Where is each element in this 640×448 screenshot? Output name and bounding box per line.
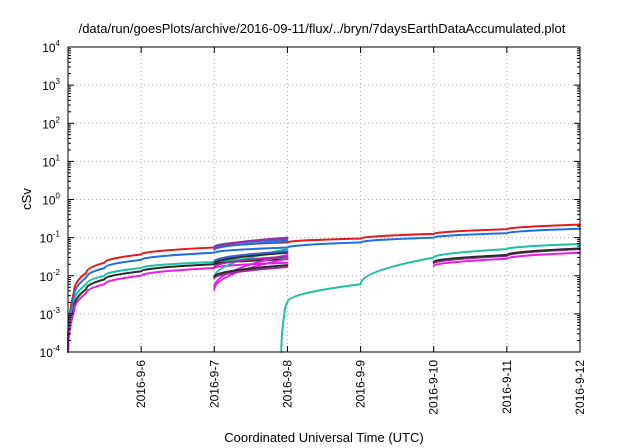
series-line-12: [213, 257, 289, 291]
x-tick-label: 2016-9-8: [280, 360, 294, 408]
series-line-9: [213, 236, 289, 250]
y-tick-label: 100: [42, 192, 60, 208]
y-tick-label: 10-3: [40, 306, 61, 322]
x-tick-label: 2016-9-6: [134, 360, 148, 408]
y-axis-label: cSv: [19, 188, 34, 210]
y-tick-label: 104: [42, 39, 60, 55]
series-line-15: [213, 255, 289, 268]
series-line-2: [67, 227, 581, 347]
x-tick-label: 2016-9-12: [573, 360, 587, 415]
y-tick-label: 102: [42, 115, 60, 131]
x-axis: 2016-9-6 2016-9-7 2016-9-8 2016-9-9 2016-9-1…: [134, 47, 587, 415]
series-line-17: [213, 250, 289, 263]
y-axis: 10-4 10-3 10-2 10-1 100 101 102 103 104: [40, 39, 580, 360]
series-line-1: [67, 223, 581, 342]
series-group: [67, 223, 581, 353]
y-tick-label: 10-4: [40, 344, 61, 360]
series-line-5: [67, 258, 289, 353]
x-tick-label: 2016-9-7: [207, 360, 221, 408]
grid: [68, 47, 580, 352]
series-line-19: [432, 247, 581, 263]
series-line-4: [280, 243, 581, 353]
x-axis-label: Coordinated Universal Time (UTC): [224, 430, 423, 445]
series-line-20: [432, 251, 581, 267]
chart-title: /data/run/goesPlots/archive/2016-09-11/f…: [79, 21, 566, 36]
series-line-16: [213, 251, 289, 265]
y-tick-label: 10-2: [40, 268, 61, 284]
series-line-13: [213, 266, 289, 280]
y-tick-label: 101: [42, 153, 60, 169]
y-tick-label: 10-1: [40, 230, 61, 246]
x-tick-label: 2016-9-11: [500, 360, 514, 414]
x-tick-label: 2016-9-10: [427, 360, 441, 415]
y-tick-label: 103: [42, 77, 60, 93]
series-line-14: [213, 264, 289, 278]
series-line-3: [67, 256, 289, 353]
x-tick-label: 2016-9-9: [354, 360, 368, 408]
